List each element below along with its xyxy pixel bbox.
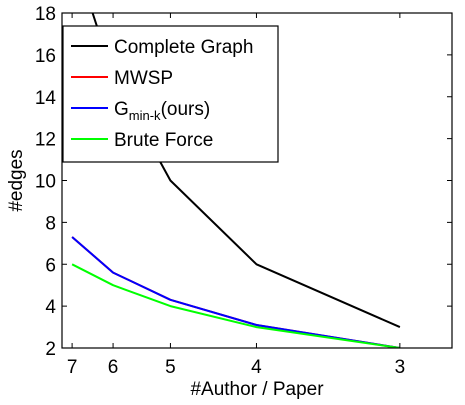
x-tick-label: 6	[108, 357, 119, 378]
y-tick-label: 18	[35, 4, 56, 25]
x-axis-label: #Author / Paper	[190, 379, 324, 400]
legend-label: Complete Graph	[114, 37, 253, 58]
y-tick-label: 6	[45, 255, 56, 276]
x-tick-label: 7	[67, 357, 78, 378]
y-tick-label: 14	[35, 88, 57, 109]
y-tick-label: 2	[45, 339, 56, 360]
legend: Complete Graph MWSP Gmin-k(ours) Brute Forc…	[62, 25, 279, 163]
y-axis-label: #edges	[6, 149, 27, 211]
y-tick-label: 16	[35, 46, 56, 67]
x-tick-label: 4	[251, 357, 262, 378]
y-tick-label: 4	[45, 297, 56, 318]
x-tick-label: 3	[395, 357, 406, 378]
series-line-2	[71, 236, 401, 348]
legend-label: Gmin-k(ours)	[114, 99, 210, 123]
y-tick-label: 12	[35, 130, 56, 151]
y-tick-label: 10	[35, 172, 56, 193]
legend-label: MWSP	[114, 68, 173, 89]
legend-label: Brute Force	[114, 130, 213, 151]
y-tick-label: 8	[45, 213, 56, 234]
series-line-3	[71, 263, 401, 348]
series-line-1	[71, 236, 401, 348]
x-tick-label: 5	[165, 357, 176, 378]
